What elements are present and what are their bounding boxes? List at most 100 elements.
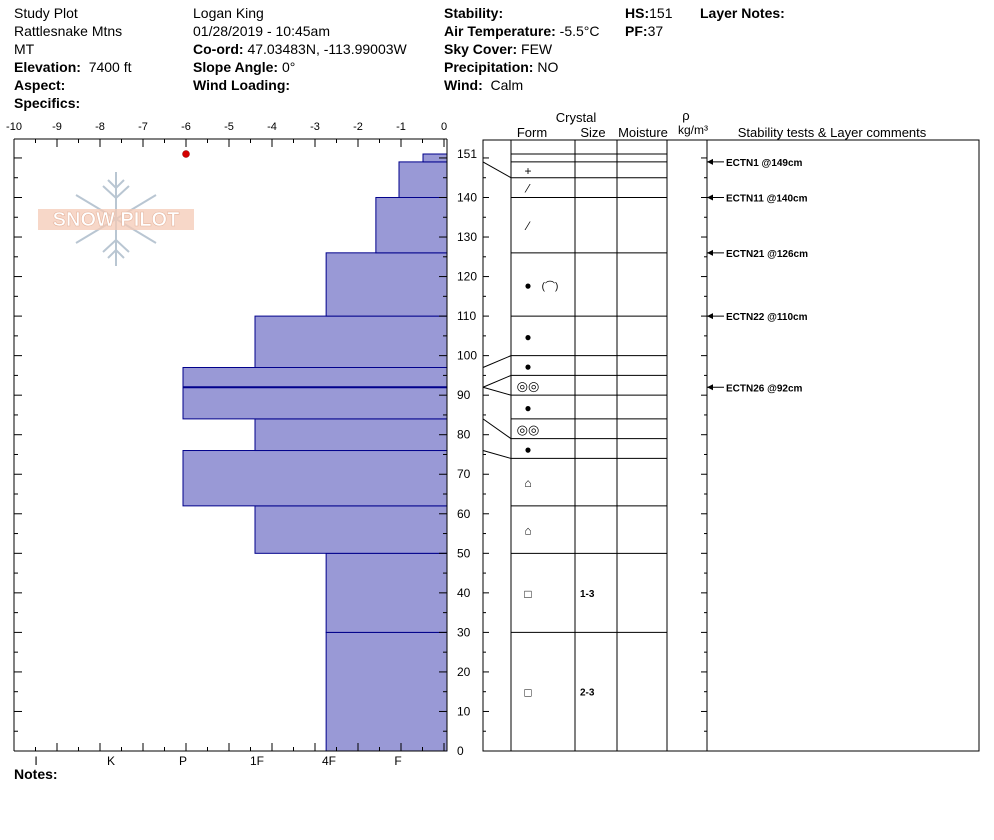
hardness-bar	[182, 386, 448, 420]
location-range: Rattlesnake Mtns	[14, 23, 123, 39]
height-tick-label: 100	[457, 349, 477, 363]
hardness-bar	[182, 450, 448, 507]
layer-table	[482, 139, 980, 752]
hardness-bar	[325, 252, 448, 317]
crystal-size: 2-3	[580, 688, 595, 699]
temp-tick-label: 0	[441, 121, 447, 133]
observation-datetime: 01/28/2019 - 10:45am	[193, 23, 330, 39]
size-header: Size	[580, 125, 605, 140]
rho-header: ρ	[682, 108, 689, 123]
observer-name: Logan King	[193, 5, 264, 21]
layer-connector	[482, 386, 512, 396]
snow-pilot-logo: SNOW PILOT	[38, 172, 194, 266]
temp-tick-label: -6	[181, 121, 191, 133]
sky-row: Sky Cover: FEW	[444, 41, 553, 57]
hardness-bar	[254, 418, 448, 452]
hardness-label: K	[107, 754, 115, 768]
elevation-value: 7400 ft	[88, 59, 132, 75]
stability-header: Stability tests & Layer comments	[738, 125, 927, 140]
height-tick-label: 70	[457, 467, 471, 481]
height-tick-label: 140	[457, 190, 477, 204]
crystal-form: +	[524, 164, 531, 178]
height-tick-label: 30	[457, 625, 471, 639]
height-tick-label: 151	[457, 147, 477, 161]
hardness-bar	[375, 196, 448, 254]
height-tick-label: 40	[457, 586, 471, 600]
stability-row: Stability:	[444, 5, 504, 21]
crystal-form: ◎◎	[517, 378, 540, 393]
temp-tick-label: -10	[6, 121, 22, 133]
stability-test-label: ECTN1 @149cm	[726, 158, 803, 169]
form-header: Form	[517, 125, 547, 140]
specifics-row: Specifics:	[14, 95, 81, 111]
study-plot: Study Plot	[14, 5, 78, 21]
temp-tick-label: -4	[267, 121, 277, 133]
hardness-bar	[254, 315, 448, 368]
hardness-bar	[254, 505, 448, 554]
height-tick-label: 90	[457, 388, 471, 402]
header-col1: Study Plot Rattlesnake Mtns MT Elevation…	[14, 4, 132, 112]
hardness-bar	[182, 366, 448, 388]
height-tick-label: 0	[457, 744, 464, 758]
crystal-form: ◎◎	[517, 422, 540, 437]
hardness-label: I	[34, 754, 37, 768]
slope-row: Slope Angle: 0°	[193, 59, 296, 75]
stability-tests: ECTN1 @149cm ECTN11 @140cm ECTN21 @126cm EC…	[707, 158, 808, 394]
layer-connector	[482, 161, 512, 179]
height-tick-label: 110	[457, 309, 476, 323]
profile-frame	[13, 138, 448, 752]
hardness-bars	[182, 153, 448, 752]
height-tick-label: 60	[457, 507, 471, 521]
crystal-form: ⁄	[524, 219, 531, 233]
crystal-forms: + ⁄ ⁄ ● (⌒) ● ● ◎◎ ● ◎◎ ● ⌂ ⌂ □ 1-3 □ 2-3	[517, 164, 595, 700]
stability-arrow-head	[707, 194, 713, 201]
crystal-form-secondary: (⌒)	[542, 280, 559, 292]
height-axis: 0 10 20 30 40 50 60 70 80 90 100 110 120 130 140 151	[14, 147, 477, 758]
stability-test-label: ECTN26 @92cm	[726, 383, 803, 394]
logo-text: SNOW PILOT	[53, 209, 180, 231]
precip-row: Precipitation: NO	[444, 59, 559, 75]
notes-label: Notes:	[14, 766, 58, 782]
height-tick-label: 50	[457, 546, 471, 560]
hardness-label: P	[179, 754, 187, 768]
header-col2: Logan King 01/28/2019 - 10:45am Co-ord: …	[193, 4, 407, 94]
location-state: MT	[14, 41, 35, 57]
crystal-form: ⌂	[524, 476, 531, 490]
layer-notes-label: Layer Notes:	[700, 5, 785, 21]
crystal-form: ⌂	[524, 524, 531, 538]
density-unit-header: kg/m³	[678, 123, 708, 137]
temp-point	[182, 150, 190, 158]
layer-table-rows	[511, 153, 667, 633]
temp-tick-label: -1	[396, 121, 406, 133]
crystal-form: ●	[524, 278, 531, 292]
temp-tick-label: -5	[224, 121, 234, 133]
hardness-bar	[398, 161, 448, 198]
crystal-form: ●	[524, 360, 531, 374]
crystal-header: Crystal	[556, 110, 597, 125]
layer-connector	[482, 418, 512, 440]
layer-connector	[482, 355, 512, 368]
table-border	[482, 139, 980, 752]
temp-tick-label: -2	[353, 121, 363, 133]
temp-tick-label: -7	[138, 121, 148, 133]
height-tick-label: 130	[457, 230, 477, 244]
stability-test-label: ECTN21 @126cm	[726, 249, 808, 260]
hs-row: HS:151	[625, 5, 673, 21]
crystal-size: 1-3	[580, 589, 595, 600]
crystal-form: □	[524, 686, 531, 700]
aspect-row: Aspect:	[14, 77, 66, 93]
hardness-label: 4F	[322, 754, 336, 768]
wind-loading-row: Wind Loading:	[193, 77, 291, 93]
layer-table-headers: Crystal Form Size Moisture ρ kg/m³ Stabi…	[517, 108, 927, 140]
hardness-bar	[325, 552, 448, 633]
stability-arrow-head	[707, 249, 713, 256]
coord-row: Co-ord: 47.03483N, -113.99003W	[193, 41, 407, 57]
moisture-header: Moisture	[618, 125, 668, 140]
temperature-profile	[182, 150, 190, 158]
layer-connector	[482, 450, 512, 459]
elevation-row: Elevation: 7400 ft	[14, 59, 132, 75]
wind-row: Wind: Calm	[444, 77, 524, 93]
crystal-form: ●	[524, 443, 531, 457]
height-tick-label: 20	[457, 665, 471, 679]
